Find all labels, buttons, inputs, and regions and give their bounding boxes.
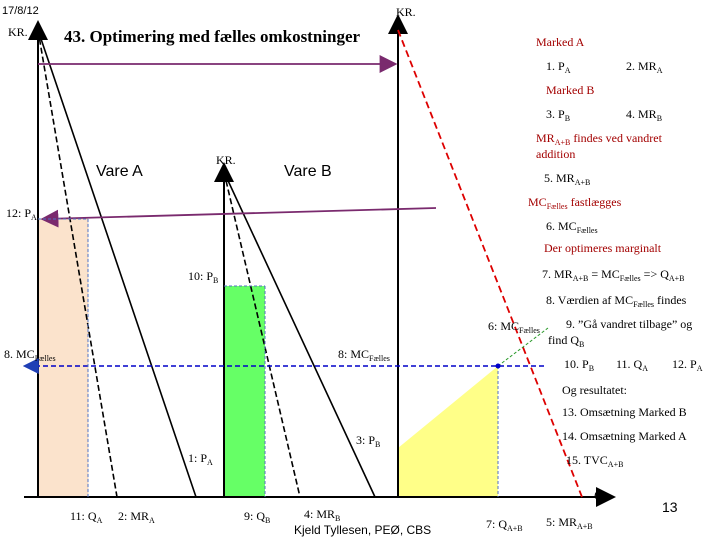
marked-a-heading: Marked A — [536, 35, 585, 49]
step-12: 12. PA — [672, 357, 703, 373]
demand-b-line — [223, 171, 376, 498]
mc6-pointer — [497, 327, 549, 367]
mrab-note-line2: addition — [536, 147, 576, 161]
author-label: Kjeld Tyllesen, PEØ, CBS — [294, 523, 432, 537]
step-15: 15. TVCA+B — [566, 453, 624, 469]
q-axis-label: Q — [594, 488, 605, 503]
step-5: 5. MRA+B — [544, 171, 591, 187]
mra2-label: 2: MRA — [118, 509, 155, 525]
mc-note: MCFælles fastlægges — [528, 195, 622, 211]
step-10: 10. PB — [564, 357, 595, 373]
mr-b-line — [223, 171, 301, 498]
kr-left-label: KR. — [8, 25, 28, 39]
step-4: 4. MRB — [626, 107, 663, 123]
step-6: 6. MCFælles — [546, 219, 598, 235]
qb9-label: 9: QB — [244, 509, 271, 525]
step-9-line2: find QB — [548, 333, 585, 349]
page-title: 43. Optimering med fælles omkostninger — [64, 27, 361, 46]
result-heading: Og resultatet: — [562, 383, 627, 397]
vare-b-label: Vare B — [284, 163, 332, 180]
step-11: 11. QA — [616, 357, 649, 373]
mr-ab-line — [397, 29, 583, 498]
pb3-label: 3: PB — [356, 433, 381, 449]
step-2: 2. MRA — [626, 59, 663, 75]
step-6-note: Der optimeres marginalt — [544, 241, 662, 255]
step-1: 1. PA — [546, 59, 571, 75]
step-13: 13. Omsætning Marked B — [562, 405, 687, 419]
pb10-label: 10: PB — [188, 269, 219, 285]
pa1-label: 1: PA — [188, 451, 213, 467]
step-7: 7. MRA+B = MCFælles => QA+B — [542, 267, 685, 283]
marked-b-heading: Marked B — [546, 83, 595, 97]
mrab5-label: 5: MRA+B — [546, 515, 593, 531]
mc8-mid-label: 8: MCFælles — [338, 347, 390, 363]
page-number: 13 — [662, 499, 678, 515]
optimum-point — [495, 363, 501, 369]
pa12-label: 12: PA — [6, 206, 37, 222]
mrab-note-line1: MRA+B findes ved vandret — [536, 131, 662, 147]
mrb4-label: 4: MRB — [304, 507, 341, 523]
vare-a-label: Vare A — [96, 163, 143, 180]
kr-mid-label: KR. — [216, 153, 236, 167]
qa11-label: 11: QA — [70, 509, 103, 525]
qab7-label: 7: QA+B — [486, 517, 523, 533]
demand-a-line — [37, 29, 197, 498]
mr-a-line — [37, 29, 118, 498]
date-label: 17/8/12 — [2, 5, 39, 17]
kr-top-label: KR. — [396, 5, 416, 19]
result-profit-area — [398, 366, 498, 497]
step-9-line1: 9. ”Gå vandret tilbage” og — [566, 317, 693, 331]
mid-purple-arrow — [40, 207, 437, 228]
step-14: 14. Omsætning Marked A — [562, 429, 687, 443]
step-3: 3. PB — [546, 107, 571, 123]
mc6-label: 6: MCFælles — [488, 319, 540, 335]
step-8: 8. Værdien af MCFælles findes — [546, 293, 687, 309]
mc8-left-label: 8. MCFælles — [4, 347, 56, 363]
market-a-revenue-area — [37, 218, 89, 498]
